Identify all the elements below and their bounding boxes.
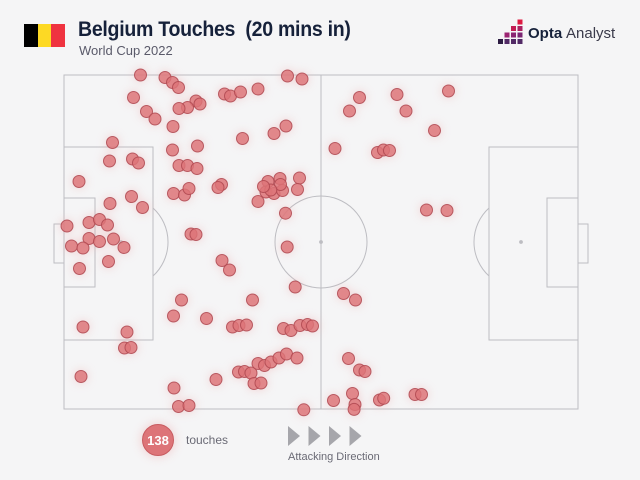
svg-text:138: 138 xyxy=(147,433,169,448)
svg-text:touches: touches xyxy=(186,433,228,447)
svg-text:Attacking Direction: Attacking Direction xyxy=(288,451,380,463)
